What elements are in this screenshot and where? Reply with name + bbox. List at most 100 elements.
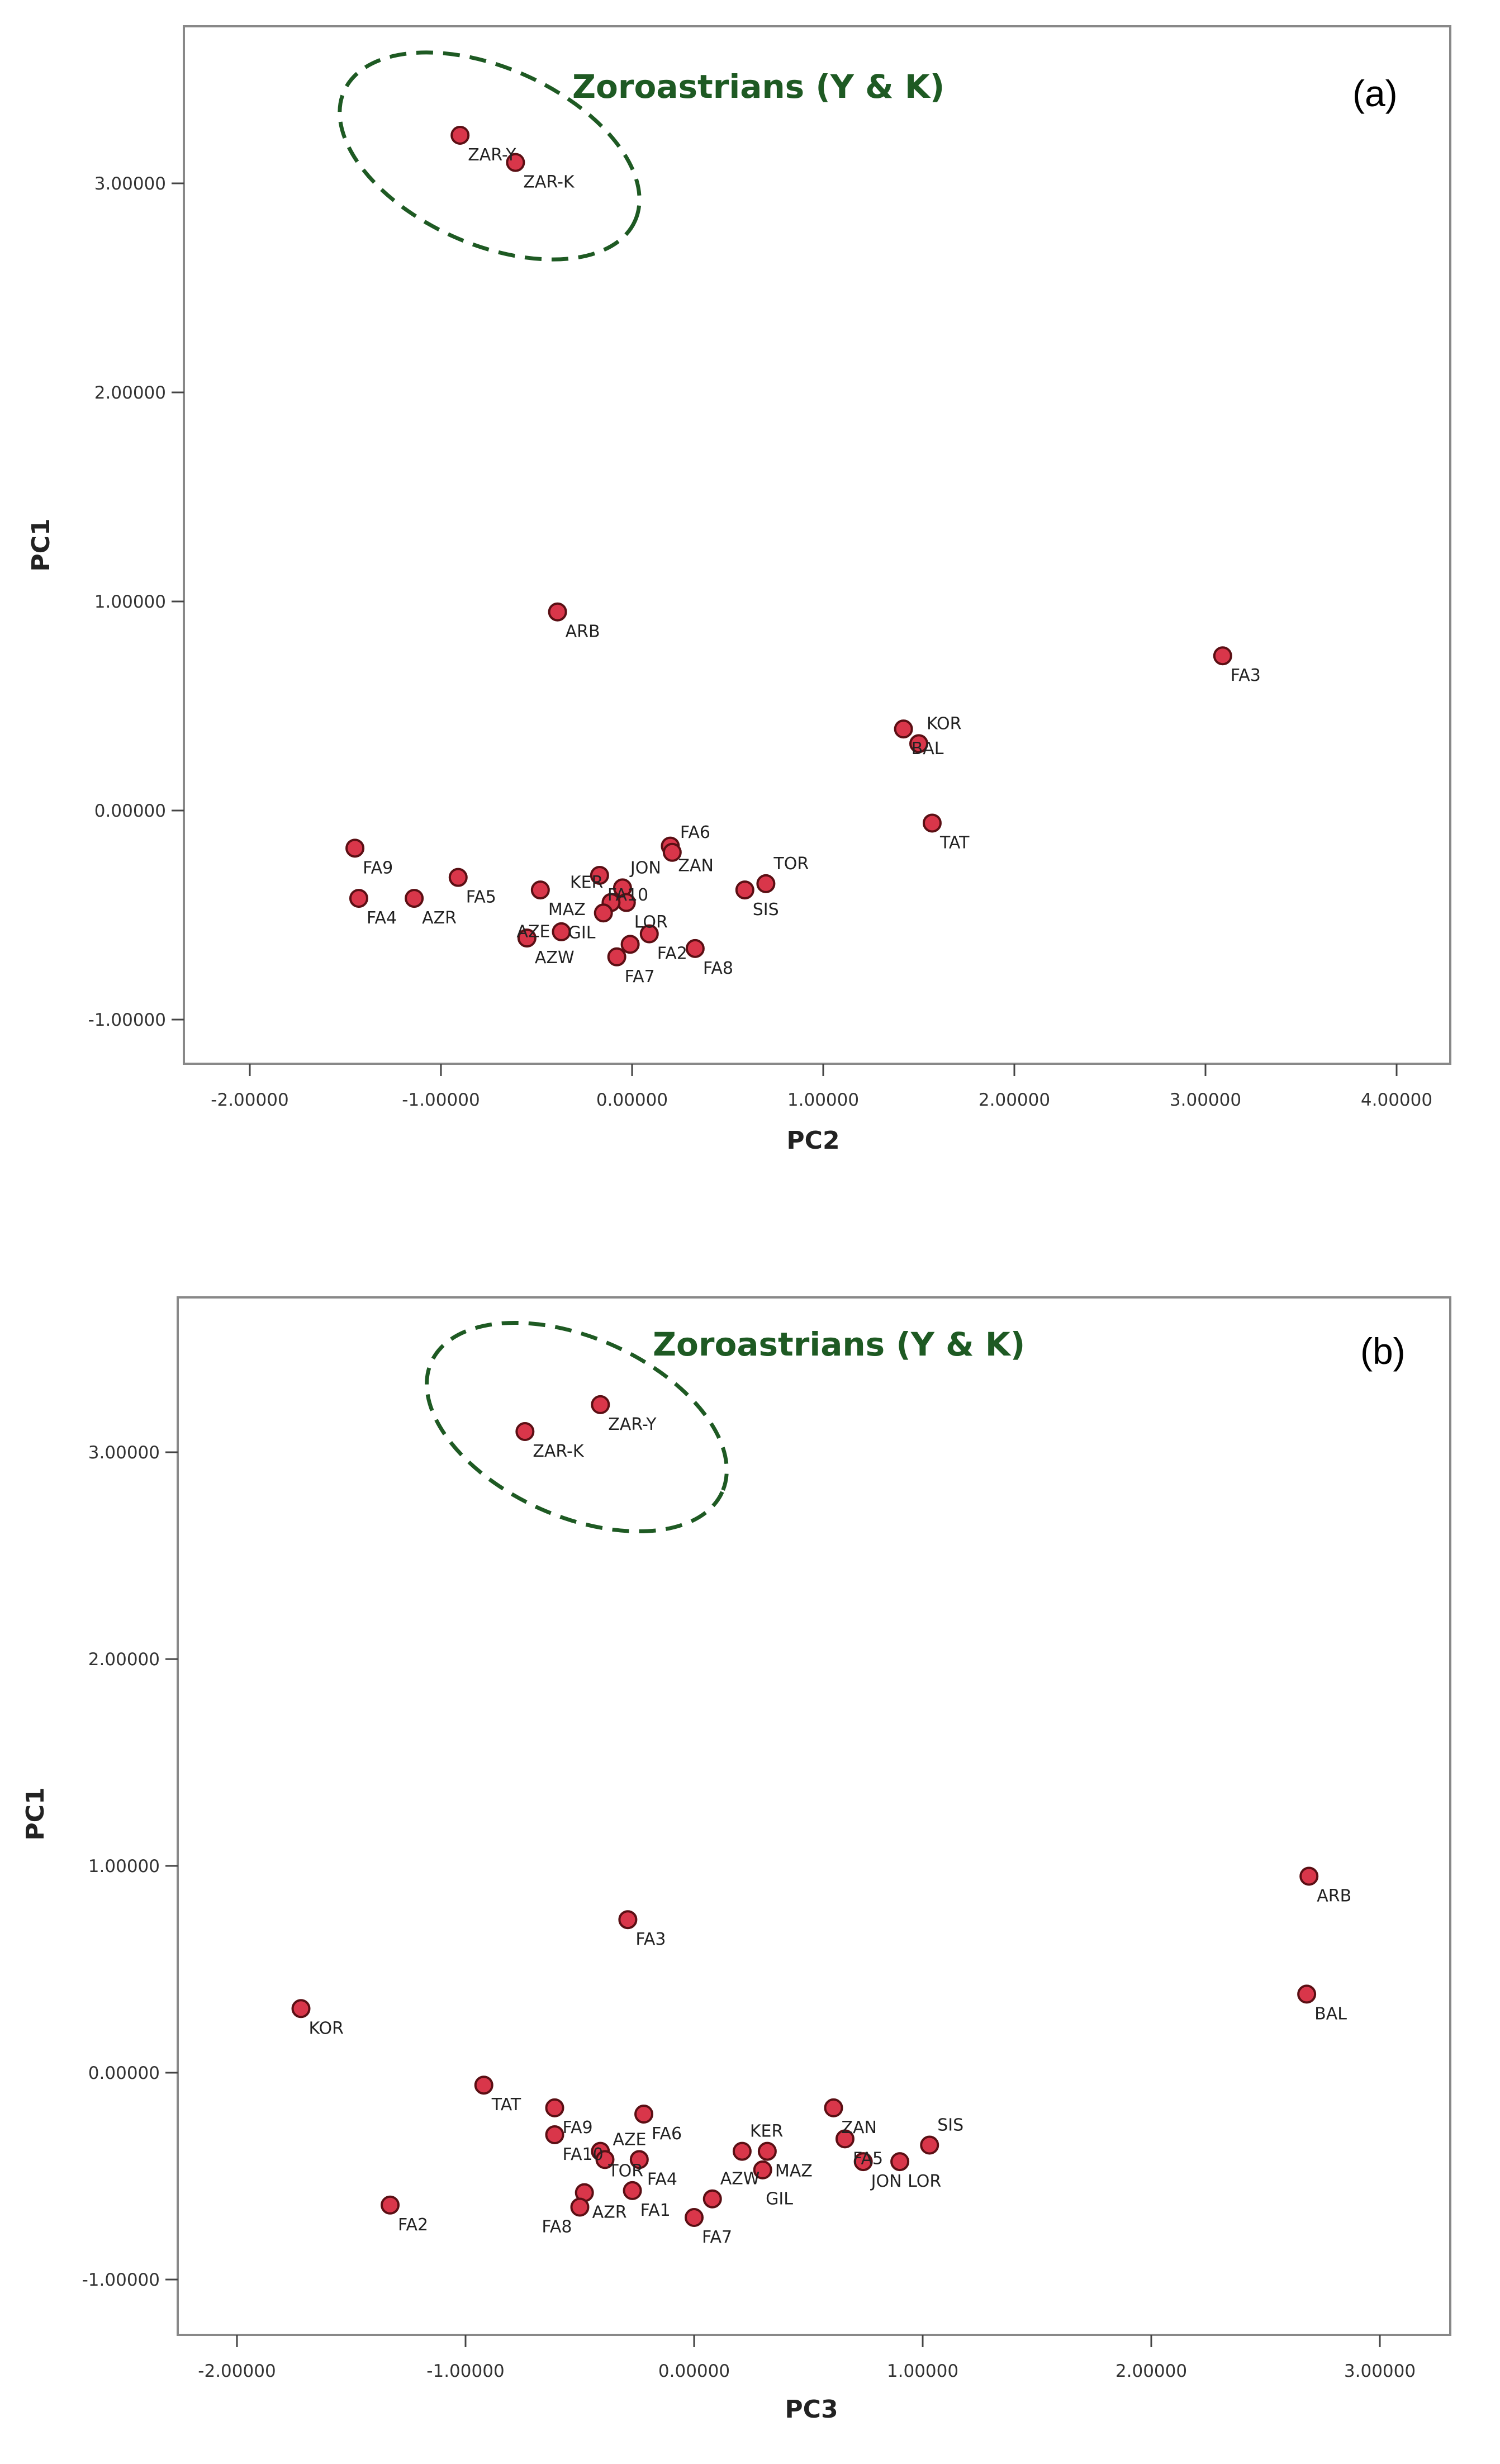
- data-point-label: MAZ: [548, 900, 586, 920]
- data-point-label: AZE: [613, 2130, 646, 2149]
- panel-b-annotation: Zoroastrians (Y & K): [653, 1325, 1025, 1363]
- data-point: [474, 2076, 493, 2095]
- data-point: [894, 719, 913, 739]
- x-tick-label: 1.00000: [787, 1090, 859, 1110]
- y-tick-label: 3.00000: [94, 174, 166, 194]
- panel-a-annotation: Zoroastrians (Y & K): [572, 68, 944, 106]
- data-point: [591, 1395, 610, 1414]
- panel-b-label: (b): [1360, 1330, 1406, 1372]
- data-point: [291, 1999, 311, 2018]
- data-point-label: ZAN: [841, 2118, 877, 2138]
- data-point: [517, 928, 537, 948]
- data-point-label: ARB: [1317, 1887, 1351, 1906]
- data-point-label: FA4: [367, 908, 397, 928]
- data-point: [732, 2141, 752, 2161]
- panel-a-ylabel: PC1: [27, 518, 55, 571]
- x-tick-label: 3.00000: [1344, 2361, 1416, 2381]
- y-tick-label: 1.00000: [88, 1856, 160, 1877]
- data-point-label: ZAR-K: [523, 173, 575, 192]
- data-point-label: TOR: [607, 2162, 643, 2181]
- data-point-label: FA10: [607, 885, 648, 905]
- y-tick-label: 2.00000: [88, 1650, 160, 1670]
- x-tick-label: -2.00000: [198, 2361, 276, 2381]
- data-point: [590, 865, 609, 885]
- data-point-label: FA10: [563, 2145, 604, 2164]
- panel-a-scatter: (a) Zoroastrians (Y & K) PC2 PC1 -2.0000…: [27, 25, 1451, 1155]
- data-point-label: GIL: [766, 2189, 793, 2209]
- data-point: [1213, 646, 1232, 666]
- data-point-label: ZAR-Y: [468, 145, 516, 165]
- data-point: [594, 903, 613, 923]
- data-point-label: FA9: [363, 858, 393, 878]
- data-point-label: FA1: [640, 2201, 671, 2220]
- data-point-label: ZAN: [678, 856, 714, 876]
- zoroastrian-cluster-ellipse: [425, 1320, 729, 1534]
- data-point-label: TAT: [491, 2095, 521, 2115]
- y-tick-label: -1.00000: [82, 2270, 160, 2290]
- data-point-label: FA3: [1231, 666, 1261, 685]
- data-point: [618, 1910, 638, 1930]
- data-point-label: KOR: [927, 714, 962, 733]
- y-tick-label: -1.00000: [88, 1010, 166, 1030]
- data-point-label: TAT: [939, 833, 970, 852]
- x-tick-label: -1.00000: [426, 2361, 504, 2381]
- data-point-label: AZW: [535, 948, 575, 968]
- data-point-label: FA8: [703, 959, 733, 978]
- x-tick-label: -2.00000: [211, 1090, 288, 1110]
- data-point: [853, 2152, 873, 2172]
- data-point-label: FA5: [466, 888, 496, 907]
- data-point: [552, 922, 571, 941]
- data-point-label: AZW: [720, 2169, 760, 2189]
- data-point-label: LOR: [908, 2172, 941, 2191]
- data-point: [634, 2105, 654, 2124]
- data-point-label: AZR: [422, 908, 457, 928]
- x-tick-label: 0.00000: [658, 2361, 730, 2381]
- data-point-label: KER: [750, 2122, 783, 2141]
- data-point: [448, 868, 468, 887]
- data-point-label: TOR: [773, 854, 809, 874]
- data-point-label: FA6: [652, 2124, 682, 2144]
- data-point-label: FA2: [657, 944, 687, 964]
- data-point-label: FA2: [398, 2215, 428, 2235]
- data-point: [629, 2150, 649, 2169]
- panel-b-xlabel: PC3: [785, 2395, 838, 2424]
- data-point: [381, 2195, 400, 2215]
- data-point-label: ZAR-K: [533, 1442, 585, 1461]
- data-point: [685, 2208, 704, 2227]
- data-point-label: SIS: [937, 2116, 963, 2135]
- data-point-label: BAL: [912, 739, 944, 759]
- data-point-label: FA6: [680, 823, 710, 842]
- data-point-label: MAZ: [775, 2162, 813, 2181]
- panel-b-scatter: (b) Zoroastrians (Y & K) PC3 PC1 -2.0000…: [21, 1296, 1451, 2424]
- x-tick-label: 3.00000: [1170, 1090, 1241, 1110]
- data-point: [735, 880, 754, 900]
- data-point-label: AZR: [592, 2203, 627, 2223]
- data-point: [1297, 1984, 1317, 2004]
- plot-frame: [183, 25, 1451, 1065]
- data-point: [753, 2160, 772, 2179]
- plot-frame: [177, 1296, 1451, 2336]
- y-tick-label: 0.00000: [94, 801, 166, 821]
- panel-b-ylabel: PC1: [21, 1787, 50, 1840]
- x-tick-label: 2.00000: [1115, 2361, 1187, 2381]
- data-point: [685, 939, 705, 958]
- data-point: [757, 2141, 777, 2161]
- y-tick-label: 2.00000: [94, 383, 166, 403]
- x-tick-label: -1.00000: [402, 1090, 480, 1110]
- x-tick-label: 4.00000: [1361, 1090, 1432, 1110]
- data-point: [545, 2125, 564, 2144]
- data-point: [909, 734, 928, 754]
- data-point-label: ZAR-Y: [608, 1415, 657, 1434]
- data-point-label: FA8: [542, 2217, 572, 2237]
- data-point: [756, 874, 776, 893]
- data-point-label: SIS: [753, 900, 779, 920]
- data-point: [515, 1422, 535, 1441]
- zoroastrian-cluster-ellipse: [338, 50, 642, 262]
- panel-a-label: (a): [1352, 73, 1398, 114]
- data-point-label: GIL: [568, 923, 596, 942]
- data-point-label: ARB: [566, 622, 600, 642]
- data-point: [548, 602, 567, 622]
- data-point: [920, 2135, 939, 2155]
- x-tick-label: 1.00000: [887, 2361, 958, 2381]
- data-point: [824, 2098, 843, 2117]
